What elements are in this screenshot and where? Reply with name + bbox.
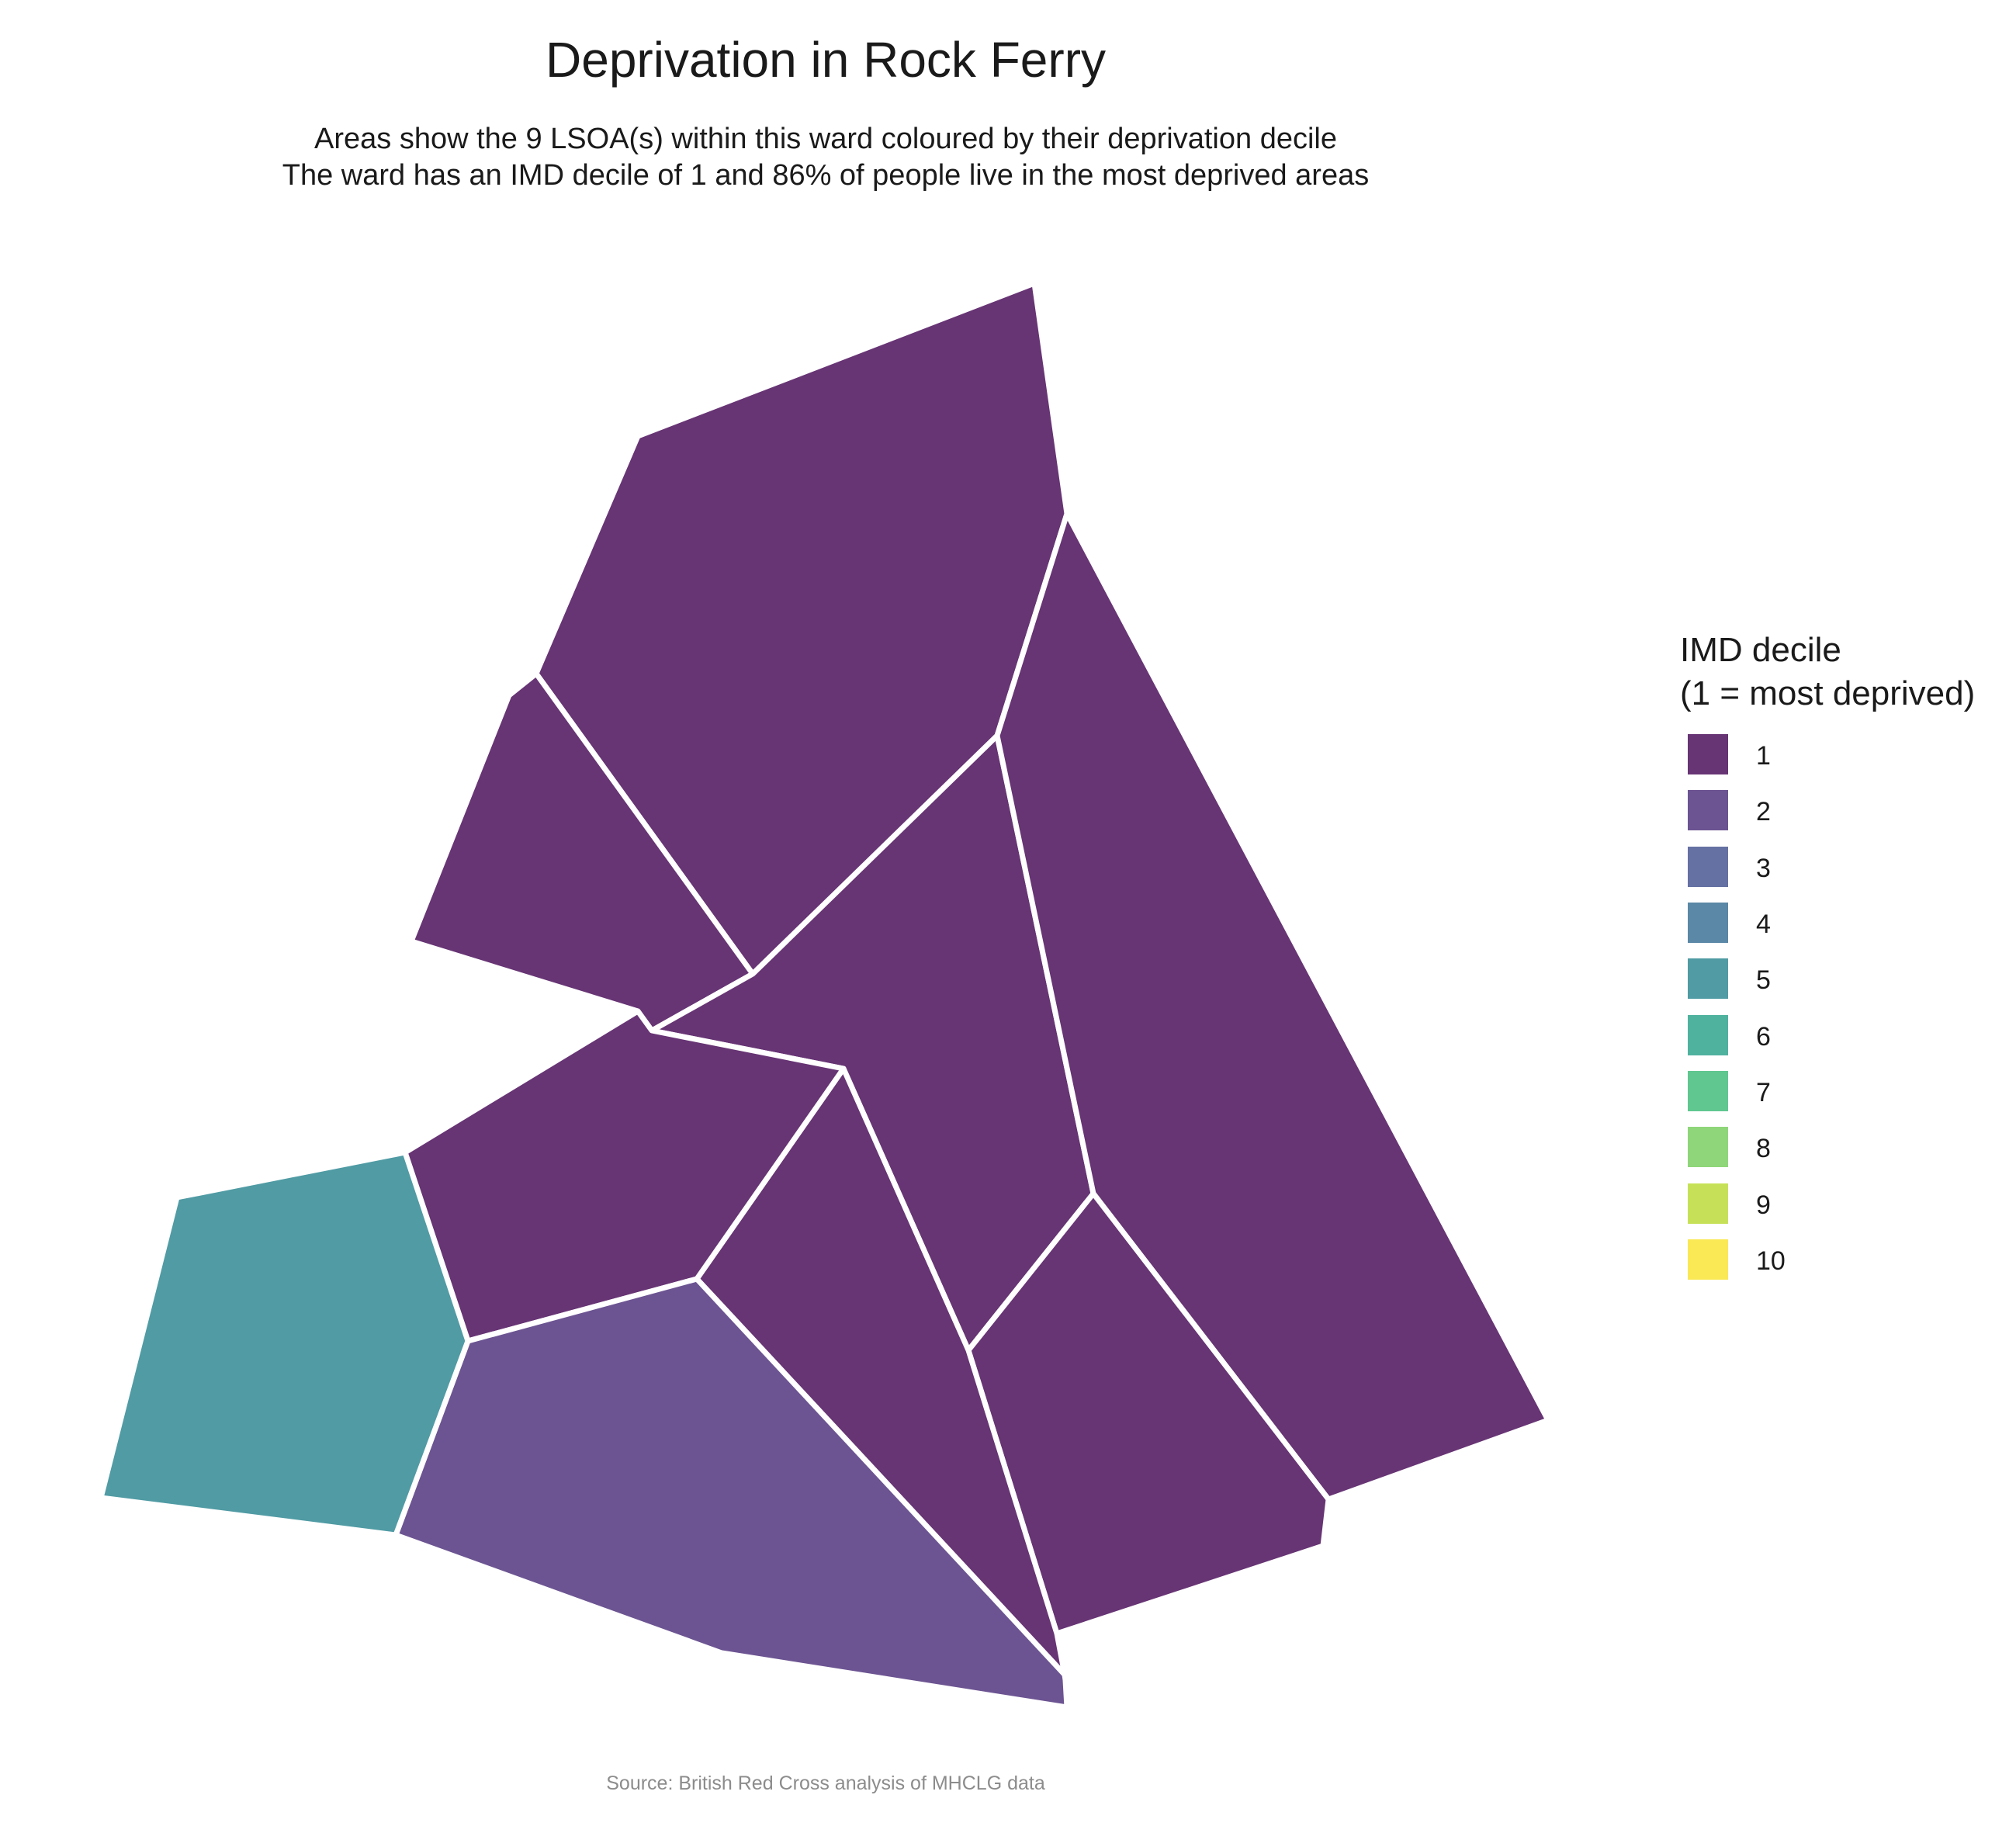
legend-swatch-10	[1688, 1239, 1728, 1280]
legend-swatch-7	[1688, 1071, 1728, 1111]
legend-swatch-5	[1688, 958, 1728, 999]
lsoa-area-south	[393, 1276, 1070, 1710]
legend-swatch-1	[1688, 734, 1728, 774]
legend-label-5: 5	[1756, 965, 1771, 995]
legend-item-2: 2	[1688, 790, 1890, 830]
legend-label-3: 3	[1756, 854, 1771, 883]
legend-item-1: 1	[1688, 734, 1890, 774]
legend-item-4: 4	[1688, 903, 1890, 943]
legend-item-3: 3	[1688, 847, 1890, 887]
legend-swatch-8	[1688, 1127, 1728, 1167]
legend-title-line-1: IMD decile	[1680, 631, 1841, 669]
legend-swatch-4	[1688, 903, 1728, 943]
lsoa-area-west	[98, 1149, 471, 1538]
legend-label-9: 9	[1756, 1190, 1771, 1220]
legend-item-7: 7	[1688, 1071, 1890, 1111]
legend-label-7: 7	[1756, 1078, 1771, 1107]
legend-label-1: 1	[1756, 741, 1771, 771]
legend-swatch-2	[1688, 790, 1728, 830]
legend-label-6: 6	[1756, 1022, 1771, 1052]
legend-item-6: 6	[1688, 1015, 1890, 1055]
legend-swatch-9	[1688, 1183, 1728, 1224]
legend-label-2: 2	[1756, 797, 1771, 826]
legend-title-line-2: (1 = most deprived)	[1680, 674, 1976, 712]
legend-label-8: 8	[1756, 1134, 1771, 1163]
legend: IMD decile (1 = most deprived) 1 2 3 4 5…	[1680, 629, 1975, 1280]
chart-subtitle-line-1: Areas show the 9 LSOA(s) within this war…	[314, 123, 1337, 155]
legend-item-8: 8	[1688, 1127, 1890, 1167]
legend-item-5: 5	[1688, 958, 1890, 999]
lsoa-area-southeast	[965, 1190, 1332, 1637]
legend-swatch-6	[1688, 1015, 1728, 1055]
legend-item-10: 10	[1688, 1239, 1890, 1280]
legend-title: IMD decile (1 = most deprived)	[1680, 629, 1975, 716]
legend-label-4: 4	[1756, 910, 1771, 939]
chart-title: Deprivation in Rock Ferry	[546, 32, 1106, 88]
chart-subtitle-line-2: The ward has an IMD decile of 1 and 86% …	[282, 159, 1370, 192]
legend-label-10: 10	[1756, 1246, 1786, 1276]
legend-swatch-3	[1688, 847, 1728, 887]
source-caption: Source: British Red Cross analysis of MH…	[606, 1772, 1045, 1794]
legend-item-9: 9	[1688, 1183, 1890, 1224]
